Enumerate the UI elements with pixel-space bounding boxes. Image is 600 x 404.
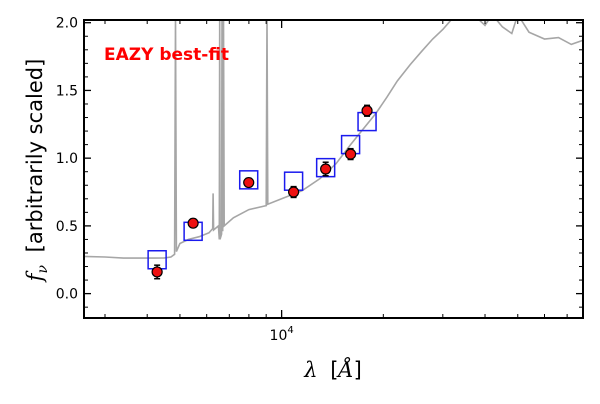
x-tick-base: 10 — [270, 328, 288, 344]
model-spectrum-line — [84, 20, 583, 259]
y-axis-text: [arbitrarily scaled] — [23, 59, 47, 253]
x-axis-label: λ [Å] — [303, 357, 362, 382]
plot-frame — [83, 19, 584, 319]
model-photometry-square — [315, 157, 336, 178]
model-spectrum-layer — [84, 20, 583, 259]
observed-point — [361, 105, 373, 117]
y-axis-subscript: ν — [35, 265, 51, 274]
y-tick-label: 1.0 — [56, 151, 78, 167]
observed-point — [288, 186, 300, 198]
axis-ticks-layer: 0.0 0.5 1.0 1.5 2.0 104 — [56, 16, 583, 344]
observed-point — [320, 163, 332, 175]
y-tick-label: 1.5 — [56, 83, 78, 99]
y-tick-label: 2.0 — [56, 16, 78, 32]
observed-point — [243, 176, 255, 189]
chart-annotation: EAZY best-fit — [104, 45, 229, 65]
x-tick-label: 104 — [270, 325, 294, 344]
model-photometry-square — [238, 170, 259, 190]
y-axis-symbol: f — [23, 270, 47, 283]
observed-point — [344, 148, 357, 160]
observed-point — [151, 266, 163, 278]
observed-point — [187, 217, 199, 229]
y-tick-label: 0.0 — [56, 287, 78, 303]
x-axis-unit: Å — [335, 357, 353, 382]
observed-photometry-layer — [151, 104, 373, 280]
x-axis-bracket-open: [ — [330, 358, 338, 382]
y-tick-label: 0.5 — [56, 219, 78, 235]
x-axis-symbol: λ — [303, 358, 317, 382]
x-axis-bracket-close: ] — [354, 358, 362, 382]
model-photometry-layer — [147, 111, 377, 270]
x-tick-exponent: 4 — [287, 325, 293, 336]
y-axis-label: fν [arbitrarily scaled] — [23, 59, 52, 284]
